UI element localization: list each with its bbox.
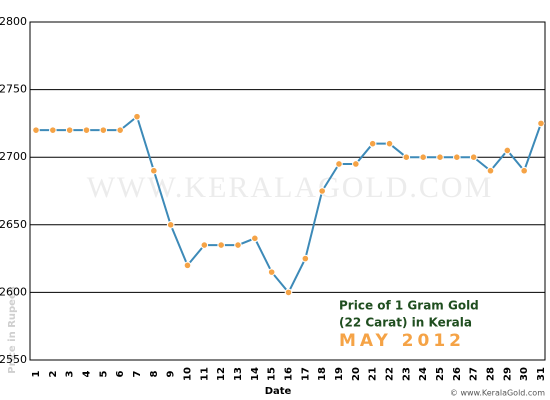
- x-tick-label: 24: [418, 367, 429, 381]
- x-tick-label: 10: [183, 367, 194, 381]
- annotation: (22 Carat) in Kerala: [339, 316, 472, 330]
- x-tick-label: 6: [115, 370, 126, 377]
- y-tick-label: 2700: [0, 150, 27, 163]
- x-tick-label: 4: [82, 370, 93, 377]
- point: [166, 221, 175, 229]
- x-tick-label: 30: [519, 367, 530, 381]
- point: [469, 153, 478, 161]
- point: [65, 126, 74, 134]
- x-tick-label: 11: [199, 367, 210, 381]
- x-tick-label: 13: [233, 367, 244, 381]
- point: [32, 126, 40, 134]
- point: [486, 166, 495, 175]
- point: [217, 241, 225, 249]
- x-tick-label: 25: [435, 367, 446, 381]
- x-tick-label: 31: [536, 367, 547, 381]
- point: [335, 160, 343, 168]
- x-tick-label: 29: [502, 367, 513, 381]
- x-tick-label: 26: [452, 367, 463, 381]
- y-tick-label: 2750: [0, 83, 27, 96]
- x-axis-label: Date: [265, 386, 292, 397]
- x-tick-label: 17: [300, 367, 311, 381]
- x-tick-label: 5: [98, 370, 109, 377]
- x-tick-label: 28: [486, 367, 497, 381]
- x-tick-label: 22: [385, 367, 396, 381]
- x-tick-label: 14: [250, 367, 261, 381]
- point: [503, 146, 512, 155]
- point: [267, 268, 276, 276]
- point: [436, 153, 444, 161]
- point: [251, 234, 259, 243]
- watermark: WWW.KERALAGOLD.COM: [87, 171, 494, 204]
- point: [402, 153, 411, 161]
- x-tick-label: 3: [65, 370, 76, 377]
- point: [133, 112, 141, 121]
- x-tick-label: 8: [149, 370, 160, 377]
- point: [318, 187, 326, 195]
- y-tick-label: 2550: [0, 353, 27, 366]
- annotation: Price of 1 Gram Gold: [339, 299, 479, 313]
- x-tick-label: 12: [216, 367, 227, 381]
- point: [234, 241, 242, 249]
- plot-area: [29, 21, 546, 361]
- point: [200, 241, 209, 249]
- point: [385, 139, 394, 148]
- point: [368, 139, 377, 148]
- point: [150, 166, 158, 175]
- point: [82, 126, 91, 134]
- x-tick-label: 2: [48, 370, 59, 377]
- credit: © www.KeralaGold.com: [450, 389, 545, 398]
- point: [284, 288, 293, 297]
- x-tick-label: 19: [334, 367, 345, 381]
- x-tick-label: 21: [368, 367, 379, 381]
- point: [99, 126, 108, 134]
- point: [352, 160, 360, 168]
- point: [453, 153, 461, 161]
- point: [183, 261, 192, 270]
- point: [419, 153, 427, 161]
- x-tick-label: 7: [132, 370, 143, 377]
- point: [537, 119, 545, 128]
- y-axis-label: Price in Rupees: [7, 286, 18, 373]
- x-tick-label: 18: [317, 367, 328, 381]
- x-tick-label: 16: [284, 367, 295, 381]
- point: [520, 166, 528, 175]
- period-label: MAY 2012: [339, 331, 465, 351]
- x-tick-label: 15: [267, 367, 278, 381]
- x-tick-label: 23: [401, 367, 412, 381]
- point: [301, 254, 310, 263]
- point: [116, 126, 124, 134]
- x-tick-label: 9: [166, 370, 177, 377]
- y-tick-label: 2800: [0, 15, 27, 28]
- x-tick-label: 20: [351, 367, 362, 381]
- x-tick-label: 27: [469, 367, 480, 381]
- x-tick-label: 1: [31, 370, 42, 377]
- y-tick-label: 2650: [0, 218, 27, 231]
- y-tick-label: 2600: [0, 285, 27, 298]
- point: [49, 126, 57, 134]
